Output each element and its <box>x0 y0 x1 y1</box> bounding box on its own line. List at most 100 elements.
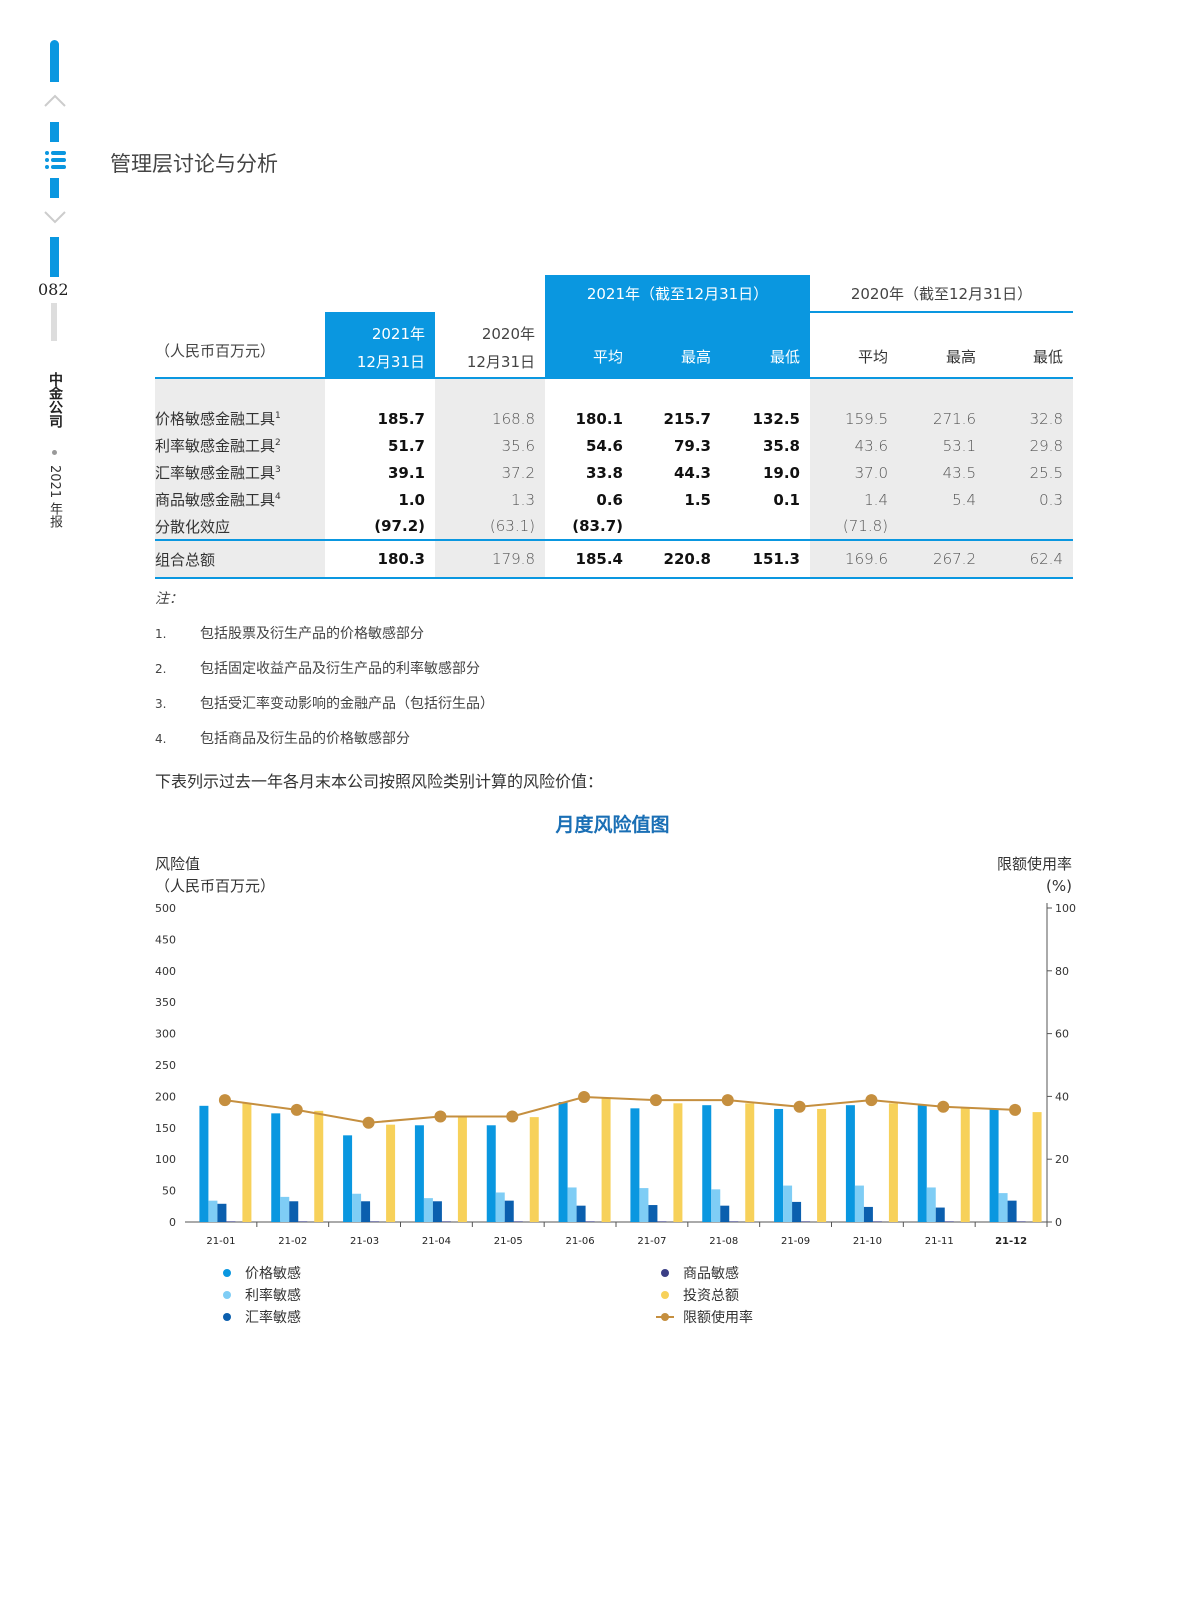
bar-汇率敏感 <box>217 1203 227 1222</box>
x-tick-label: 21-06 <box>566 1236 595 1247</box>
cell: 51.7 <box>387 436 425 455</box>
bar-投资总额 <box>745 1103 755 1222</box>
y-tick-label: 400 <box>155 965 176 978</box>
row-label: 利率敏感金融工具2 <box>155 432 325 459</box>
note-item: 2. 包括固定收益产品及衍生产品的利率敏感部分 <box>155 661 480 677</box>
cell: 29.8 <box>986 432 1073 459</box>
bar-利率敏感 <box>567 1187 577 1222</box>
row-label: 组合总额 <box>155 540 325 578</box>
legend-marker-icon <box>661 1291 669 1299</box>
nav-bar <box>50 237 59 277</box>
page-title: 管理层讨论与分析 <box>110 152 278 176</box>
bar-商品敏感 <box>513 1221 523 1222</box>
x-tick-label: 21-08 <box>709 1236 738 1247</box>
row-label: 分散化效应 <box>155 513 325 540</box>
down-chevron-icon[interactable] <box>43 210 67 226</box>
y2-tick-label: 80 <box>1055 965 1069 978</box>
cell: 62.4 <box>986 540 1073 578</box>
line-point <box>218 1094 231 1107</box>
up-chevron-icon[interactable] <box>43 92 67 108</box>
bar-价格敏感 <box>630 1108 640 1222</box>
cell: (97.2) <box>374 517 425 535</box>
legend-marker-icon <box>223 1269 231 1277</box>
legend-label: 限额使用率 <box>683 1309 753 1326</box>
x-tick-label: 21-09 <box>781 1236 810 1247</box>
line-point <box>1009 1103 1022 1116</box>
cell: 180.3 <box>377 550 425 568</box>
bar-汇率敏感 <box>720 1205 730 1222</box>
x-tick-label: 21-02 <box>278 1236 307 1247</box>
y-tick-label: 200 <box>155 1090 176 1103</box>
var-table: 2021年（截至12月31日） 2020年（截至12月31日） （人民币百万元）… <box>155 275 1073 579</box>
line-point <box>434 1110 447 1123</box>
company-name: 中金公司 <box>47 372 63 428</box>
bar-价格敏感 <box>486 1125 496 1222</box>
col-header: 最高 <box>633 312 721 378</box>
cell: (71.8) <box>810 513 898 540</box>
cell: 220.8 <box>663 550 711 568</box>
y-axis-label: 风险值 （人民币百万元） <box>155 855 276 895</box>
bar-商品敏感 <box>729 1221 739 1222</box>
cell: 267.2 <box>898 540 986 578</box>
cell: (83.7) <box>572 517 623 535</box>
bar-汇率敏感 <box>289 1201 299 1222</box>
y-tick-label: 300 <box>155 1028 176 1041</box>
table-row: 商品敏感金融工具4 1.0 1.3 0.6 1.5 0.1 1.4 5.4 0.3 <box>155 486 1073 513</box>
x-tick-label: 21-05 <box>494 1236 523 1247</box>
total-row: 组合总额 180.3 179.8 185.4 220.8 151.3 169.6 267.2 6… <box>155 540 1073 578</box>
notes-heading: 注： <box>155 591 183 607</box>
bar-投资总额 <box>960 1108 970 1222</box>
bar-利率敏感 <box>998 1193 1008 1222</box>
bar-投资总额 <box>457 1117 467 1222</box>
table-row: 价格敏感金融工具1 185.7 168.8 180.1 215.7 132.5 159.5 2… <box>155 405 1073 432</box>
x-tick-label: 21-04 <box>422 1236 451 1247</box>
bar-商品敏感 <box>801 1221 811 1222</box>
col-2020-end: 2020年 12月31日 <box>466 325 535 371</box>
col-header: 最高 <box>945 348 976 366</box>
bar-利率敏感 <box>926 1187 936 1222</box>
cell: (63.1) <box>435 513 545 540</box>
bar-利率敏感 <box>352 1193 362 1222</box>
y-tick-label: 100 <box>155 1153 176 1166</box>
bar-商品敏感 <box>657 1221 667 1222</box>
cell: 0.1 <box>773 490 800 509</box>
line-point <box>721 1094 734 1107</box>
cell: 37.2 <box>435 459 545 486</box>
notes: 注： 1. 包括股票及衍生产品的价格敏感部分 2. 包括固定收益产品及衍生产品的利率敏… <box>155 588 494 747</box>
menu-icon[interactable] <box>45 150 67 170</box>
bar-商品敏感 <box>226 1221 236 1222</box>
cell: 54.6 <box>585 436 623 455</box>
page-number: 082 <box>38 280 69 299</box>
nav-bar <box>50 178 59 198</box>
bar-投资总额 <box>529 1117 539 1222</box>
cell: 132.5 <box>752 409 800 428</box>
x-tick-label: 21-12 <box>995 1236 1027 1247</box>
table-row: 利率敏感金融工具2 51.7 35.6 54.6 79.3 35.8 43.6 53.1 29.… <box>155 432 1073 459</box>
y-tick-label: 150 <box>155 1122 176 1135</box>
cell: 271.6 <box>898 405 986 432</box>
cell: 35.6 <box>435 432 545 459</box>
cell: 44.3 <box>673 463 711 482</box>
y2-axis-label: 限额使用率 (%) <box>996 855 1072 895</box>
bar-商品敏感 <box>370 1221 380 1222</box>
cell: 179.8 <box>435 540 545 578</box>
legend-label: 利率敏感 <box>245 1287 301 1304</box>
note-item: 1. 包括股票及衍生产品的价格敏感部分 <box>155 626 424 642</box>
bar-价格敏感 <box>558 1102 568 1222</box>
legend-marker-icon <box>661 1269 669 1277</box>
bar-投资总额 <box>1032 1112 1042 1222</box>
cell: 185.7 <box>377 409 425 428</box>
cell: 169.6 <box>810 540 898 578</box>
group-2021-header: 2021年（截至12月31日） <box>545 275 810 312</box>
line-point <box>506 1110 519 1123</box>
y-tick-label: 450 <box>155 933 176 946</box>
line-point <box>865 1094 878 1107</box>
cell: 151.3 <box>752 550 800 568</box>
line-point <box>362 1116 375 1129</box>
bar-汇率敏感 <box>576 1205 586 1222</box>
nav-bar <box>50 122 59 142</box>
bar-投资总额 <box>673 1103 683 1222</box>
note-item: 4. 包括商品及衍生品的价格敏感部分 <box>155 731 410 747</box>
x-tick-label: 21-10 <box>853 1236 882 1247</box>
x-tick-label: 21-11 <box>925 1236 954 1247</box>
